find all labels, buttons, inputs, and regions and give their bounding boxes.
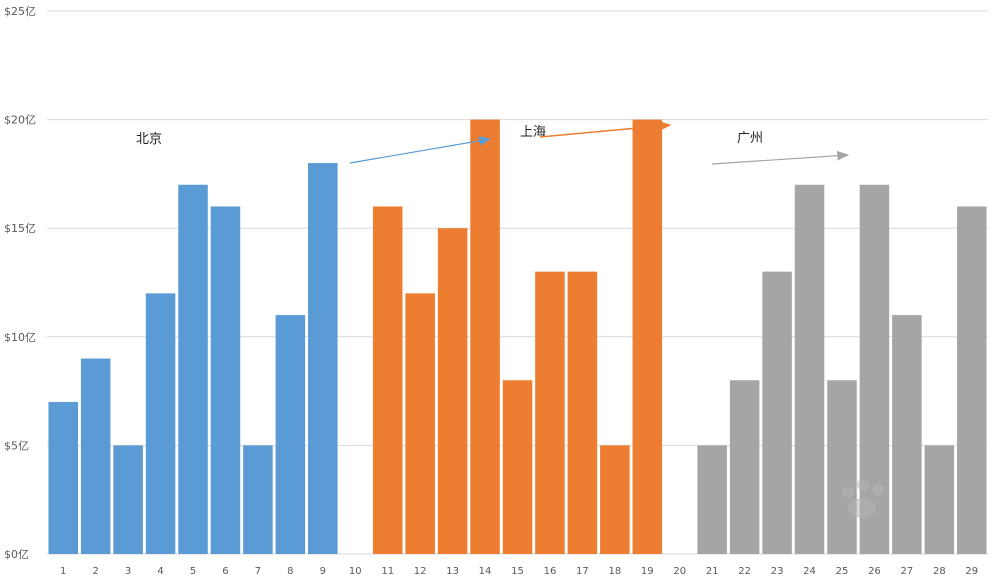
bar-17 (567, 271, 598, 554)
bar-7 (243, 445, 273, 554)
x-tick-label: 6 (222, 566, 228, 577)
x-tick-label: 13 (446, 566, 459, 577)
x-tick-label: 21 (706, 566, 719, 577)
x-tick-label: 16 (544, 566, 557, 577)
x-tick-label: 7 (255, 566, 261, 577)
x-tick-label: 8 (287, 566, 293, 577)
x-tick-label: 11 (381, 566, 394, 577)
bar-15 (502, 380, 533, 554)
bar-22 (729, 380, 760, 554)
x-axis-ticks: 1 2 3 4 5 6 7 8 9 10 11 12 13 14 15 16 17 18 19 20 21 22 23 24 2… (60, 566, 978, 577)
x-tick-label: 5 (190, 566, 196, 577)
y-tick-label: $5亿 (4, 439, 29, 452)
x-tick-label: 29 (965, 566, 978, 577)
bar-24 (794, 184, 825, 554)
y-tick-label: $15亿 (4, 222, 36, 235)
bar-28 (924, 445, 955, 554)
bar-14 (470, 119, 500, 554)
bar-6 (210, 206, 241, 555)
x-tick-label: 26 (868, 566, 881, 577)
bar-27 (892, 315, 922, 554)
annotation-guangzhou: 广州 (737, 131, 763, 146)
arrow-shanghai (539, 120, 672, 138)
x-tick-label: 20 (673, 566, 686, 577)
bar-9 (308, 163, 338, 555)
bar-2 (80, 358, 111, 554)
y-tick-label: $25亿 (4, 5, 36, 18)
x-tick-label: 1 (60, 566, 66, 577)
bar-4 (145, 293, 176, 554)
x-tick-label: 22 (738, 566, 751, 577)
y-tick-label: $20亿 (4, 114, 36, 127)
annotation-beijing: 北京 (136, 132, 162, 147)
x-tick-label: 4 (157, 566, 163, 577)
bar-25 (827, 380, 857, 554)
x-tick-label: 10 (349, 566, 362, 577)
y-tick-label: $0亿 (4, 548, 29, 561)
x-tick-label: 27 (901, 566, 914, 577)
x-tick-label: 14 (479, 566, 492, 577)
x-tick-label: 9 (320, 566, 326, 577)
x-tick-label: 19 (641, 566, 654, 577)
bar-11 (372, 206, 403, 555)
bar-29 (957, 206, 987, 555)
bar-12 (405, 293, 435, 554)
x-tick-label: 25 (836, 566, 849, 577)
x-tick-label: 15 (511, 566, 524, 577)
bar-23 (762, 271, 792, 554)
y-axis-ticks: $0亿 $5亿 $10亿 $15亿 $20亿 $25亿 (4, 5, 36, 561)
bar-13 (437, 228, 468, 554)
x-tick-label: 17 (576, 566, 589, 577)
y-tick-label: $10亿 (4, 331, 36, 344)
bars (48, 119, 987, 555)
arrow-guangzhou (711, 150, 850, 165)
annotation-shanghai: 上海 (520, 125, 546, 140)
bar-16 (535, 271, 565, 554)
x-tick-label: 28 (933, 566, 946, 577)
annotation-layer: 北京 上海 广州 (136, 120, 850, 165)
bar-8 (275, 315, 306, 554)
bar-21 (697, 445, 727, 554)
bar-3 (113, 445, 143, 554)
x-tick-label: 2 (92, 566, 98, 577)
bar-19 (632, 119, 663, 554)
arrow-beijing (349, 136, 492, 164)
bar-1 (48, 401, 78, 554)
bar-18 (600, 445, 630, 554)
bar-5 (178, 184, 208, 554)
x-tick-label: 18 (608, 566, 621, 577)
x-tick-label: 23 (771, 566, 784, 577)
x-tick-label: 3 (125, 566, 131, 577)
watermark (842, 479, 884, 518)
x-tick-label: 12 (414, 566, 427, 577)
x-tick-label: 24 (803, 566, 816, 577)
